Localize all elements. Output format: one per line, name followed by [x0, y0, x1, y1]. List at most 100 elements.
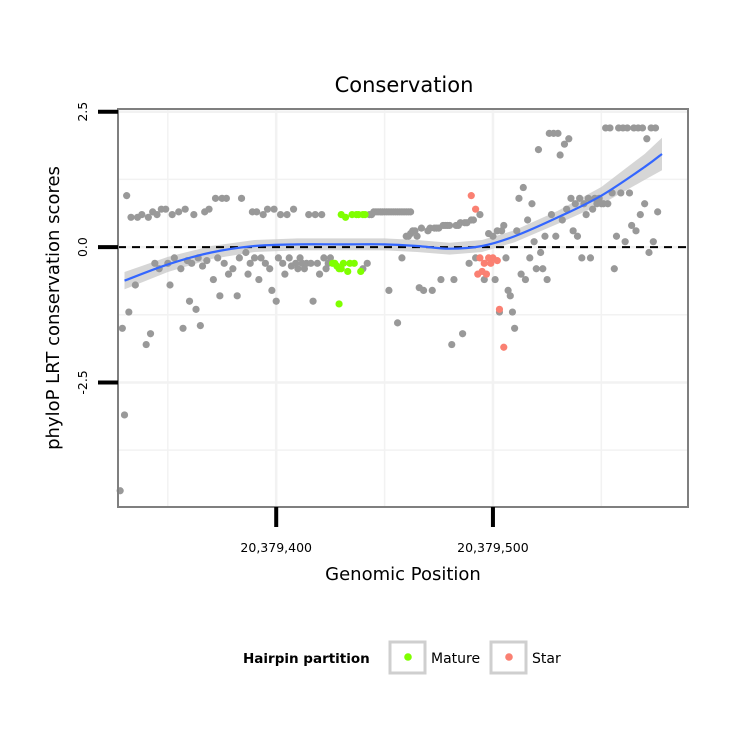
- other-point: [268, 286, 276, 295]
- other-point: [539, 265, 547, 273]
- other-point: [151, 259, 159, 267]
- mature-point: [337, 265, 345, 273]
- other-point: [196, 321, 204, 330]
- points-layer: [116, 124, 662, 495]
- other-point: [582, 210, 590, 219]
- other-point: [554, 129, 562, 137]
- other-point: [127, 213, 135, 221]
- other-point: [292, 259, 300, 267]
- other-point: [224, 270, 233, 278]
- other-point: [528, 200, 536, 208]
- confidence-band-layer: [124, 137, 662, 290]
- other-point: [242, 248, 250, 257]
- other-point: [188, 259, 196, 267]
- y-tick-label: -2.5: [75, 370, 90, 394]
- legend-label: Star: [532, 651, 561, 667]
- other-point: [547, 210, 556, 219]
- other-point: [261, 259, 269, 267]
- smooth-fit-line: [124, 153, 663, 282]
- other-point: [294, 265, 302, 273]
- other-point: [534, 146, 543, 154]
- other-point: [305, 210, 313, 219]
- mature-point: [344, 267, 352, 276]
- other-point: [144, 213, 152, 221]
- other-point: [625, 189, 634, 197]
- other-point: [445, 221, 454, 230]
- other-point: [244, 270, 252, 278]
- mature-point: [350, 259, 358, 267]
- other-point: [558, 216, 566, 224]
- other-point: [406, 208, 415, 216]
- other-point: [621, 238, 629, 246]
- legend-entry-mature: Mature: [388, 640, 480, 675]
- other-point: [552, 232, 560, 240]
- star-point: [495, 305, 504, 313]
- other-point: [263, 205, 272, 213]
- other-point: [419, 286, 428, 295]
- other-point: [257, 254, 265, 262]
- other-point: [617, 189, 625, 197]
- other-point: [589, 205, 597, 213]
- legend-title: Hairpin partition: [243, 651, 370, 667]
- other-point: [489, 232, 497, 240]
- other-point: [448, 340, 456, 349]
- other-point: [311, 210, 319, 219]
- x-tick-label: 20,379,400: [240, 540, 312, 555]
- other-point: [203, 257, 211, 265]
- other-point: [283, 210, 291, 219]
- other-point: [604, 200, 612, 208]
- other-point: [541, 232, 549, 240]
- other-point: [573, 232, 582, 240]
- other-point: [363, 259, 371, 267]
- other-point: [532, 265, 540, 273]
- other-point: [641, 200, 649, 208]
- legend-entry-star: Star: [489, 640, 561, 675]
- other-point: [437, 275, 445, 284]
- other-point: [266, 265, 274, 273]
- other-point: [469, 216, 478, 224]
- other-point: [584, 194, 592, 202]
- y-tick-label: 0.0: [75, 237, 90, 257]
- other-point: [190, 210, 198, 219]
- other-point: [289, 205, 298, 213]
- other-point: [237, 194, 246, 202]
- other-point: [209, 275, 217, 284]
- other-point: [118, 324, 126, 332]
- star-point: [482, 270, 491, 278]
- other-point: [654, 208, 662, 216]
- other-point: [162, 205, 170, 213]
- star-point: [472, 205, 480, 213]
- other-point: [500, 221, 508, 230]
- other-point: [138, 210, 146, 219]
- x-axis-label: Genomic Position: [325, 564, 481, 585]
- other-point: [511, 324, 519, 332]
- other-point: [146, 330, 155, 338]
- other-point: [498, 227, 506, 235]
- mature-point: [357, 267, 365, 276]
- other-point: [649, 238, 657, 246]
- star-point: [480, 259, 488, 267]
- other-point: [318, 210, 326, 219]
- legend-entries: Mature Star: [388, 640, 561, 675]
- axis-layer: 2.5 0.0 -2.5 20,379,400 20,379,500: [75, 102, 529, 555]
- other-point: [313, 259, 321, 267]
- other-point: [560, 140, 569, 148]
- other-point: [246, 259, 254, 267]
- legend-key-dot: [505, 653, 513, 661]
- mature-point: [335, 300, 343, 308]
- other-point: [125, 308, 133, 316]
- other-point: [233, 292, 241, 300]
- other-point: [632, 227, 640, 235]
- other-point: [222, 194, 230, 202]
- other-point: [253, 208, 261, 216]
- star-point: [476, 254, 484, 262]
- other-point: [521, 275, 530, 284]
- other-point: [296, 254, 304, 262]
- other-point: [645, 248, 653, 257]
- other-point: [411, 227, 419, 235]
- other-point: [651, 124, 660, 132]
- other-point: [567, 194, 575, 202]
- other-point: [166, 281, 174, 289]
- other-point: [300, 265, 308, 273]
